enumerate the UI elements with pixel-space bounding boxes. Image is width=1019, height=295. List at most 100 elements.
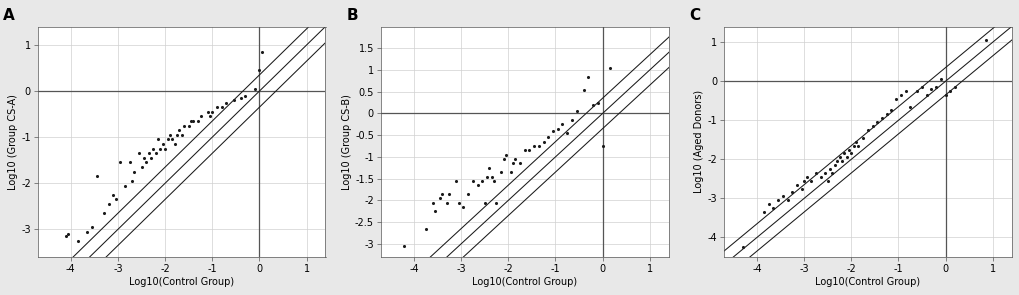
Point xyxy=(843,151,859,156)
Y-axis label: Log10 (Aged Donors): Log10 (Aged Donors) xyxy=(694,90,704,193)
Point xyxy=(112,160,128,165)
Point xyxy=(454,205,471,209)
Point xyxy=(180,123,197,128)
Point xyxy=(152,146,168,151)
Point xyxy=(847,139,863,144)
Point xyxy=(544,129,560,133)
Point xyxy=(504,161,521,166)
Point xyxy=(526,144,542,148)
Point xyxy=(474,178,490,183)
Point xyxy=(79,229,96,234)
Point xyxy=(882,108,899,113)
Point xyxy=(138,160,154,165)
X-axis label: Log10(Control Group): Log10(Control Group) xyxy=(814,277,919,287)
Point xyxy=(601,65,618,70)
Point xyxy=(769,198,786,203)
Point xyxy=(540,135,556,140)
Point xyxy=(124,178,141,183)
Point xyxy=(164,137,180,142)
Point xyxy=(171,128,187,132)
Point xyxy=(190,119,206,123)
Point xyxy=(476,200,492,205)
Point xyxy=(779,198,795,203)
Point xyxy=(584,102,600,107)
Point xyxy=(485,178,501,183)
Point xyxy=(795,178,811,183)
Point xyxy=(143,155,159,160)
Point xyxy=(84,224,100,229)
Point xyxy=(136,155,152,160)
Point xyxy=(434,191,450,196)
Point xyxy=(918,93,934,97)
Point xyxy=(130,151,147,155)
Point xyxy=(535,139,551,144)
Point xyxy=(558,131,575,135)
Point xyxy=(553,122,570,127)
Point xyxy=(159,137,175,142)
Point xyxy=(145,146,161,151)
Point xyxy=(492,170,508,175)
Point xyxy=(447,178,464,183)
Point xyxy=(89,174,105,179)
Point xyxy=(936,93,953,97)
Y-axis label: Log10 (Group CS-A): Log10 (Group CS-A) xyxy=(8,94,18,190)
Point xyxy=(185,119,202,123)
Point xyxy=(575,87,591,92)
Point xyxy=(793,186,809,191)
Point xyxy=(460,191,476,196)
Point xyxy=(218,100,234,105)
Point xyxy=(213,105,229,109)
Point xyxy=(155,142,171,146)
X-axis label: Log10(Control Group): Log10(Control Group) xyxy=(472,277,577,287)
Point xyxy=(812,175,828,179)
Point xyxy=(564,118,580,122)
Point xyxy=(976,38,993,42)
Point xyxy=(549,126,566,131)
Point xyxy=(922,87,938,91)
Point xyxy=(946,85,962,89)
Point xyxy=(121,160,138,165)
Point xyxy=(927,85,944,89)
Point xyxy=(859,128,875,132)
Point xyxy=(828,159,845,164)
Point xyxy=(126,169,143,174)
Point xyxy=(908,88,924,93)
Point xyxy=(237,93,254,98)
Point xyxy=(798,175,814,179)
Point xyxy=(897,88,913,93)
Point xyxy=(417,226,433,231)
Point xyxy=(734,245,750,250)
Point xyxy=(133,165,150,169)
Point xyxy=(506,157,523,161)
Point xyxy=(431,196,447,201)
Point xyxy=(873,116,890,121)
Point xyxy=(838,155,854,160)
Point xyxy=(254,50,270,54)
Point xyxy=(521,148,537,153)
Point xyxy=(396,244,413,248)
Point xyxy=(502,170,519,175)
Point xyxy=(530,144,546,148)
Point xyxy=(931,77,948,82)
Point xyxy=(784,190,800,195)
Point xyxy=(440,191,457,196)
Point xyxy=(232,96,249,100)
Point xyxy=(821,167,838,171)
Point xyxy=(497,153,514,157)
Point xyxy=(807,171,823,175)
Point xyxy=(141,151,157,155)
Point xyxy=(157,146,173,151)
Point xyxy=(892,93,908,97)
Point xyxy=(483,174,499,179)
Point xyxy=(58,234,74,239)
Point xyxy=(469,183,485,188)
Point xyxy=(802,178,818,183)
Point xyxy=(465,178,481,183)
Point xyxy=(182,119,199,123)
Text: A: A xyxy=(3,8,15,23)
Point xyxy=(788,182,804,187)
Point xyxy=(516,148,532,153)
Point xyxy=(512,161,528,166)
Point xyxy=(117,183,133,188)
Point xyxy=(888,96,904,101)
